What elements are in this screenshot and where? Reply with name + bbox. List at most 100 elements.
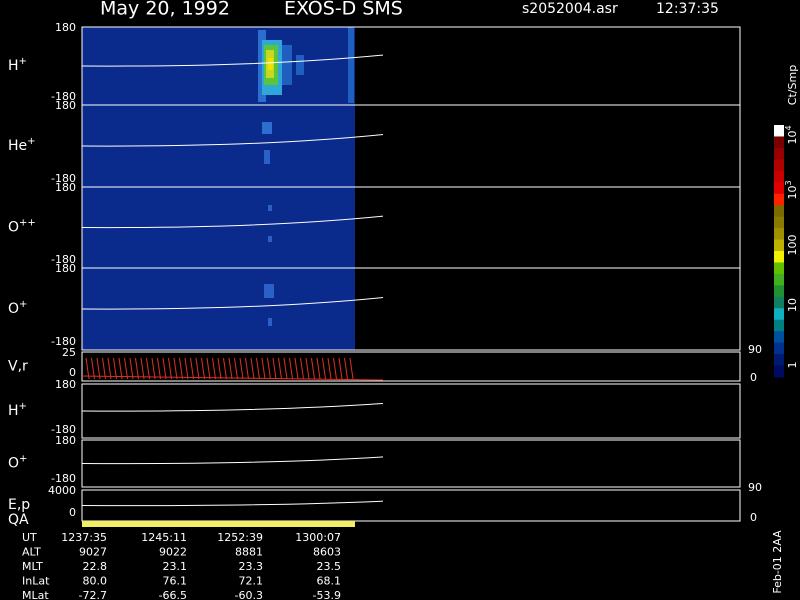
footer-value: 23.1: [163, 560, 188, 573]
label-text: H: [8, 403, 19, 419]
footer-value: 8603: [313, 546, 341, 559]
panel-label: O+: [8, 299, 27, 318]
y-bottom-label: -180: [51, 423, 76, 436]
velocity-tick: [146, 357, 150, 380]
velocity-tick: [267, 357, 271, 380]
label-charge: +: [19, 56, 27, 67]
trace-curve: [81, 54, 384, 67]
label-text: H: [8, 58, 19, 74]
time: 12:37:35: [656, 1, 719, 17]
panel-label: H+: [8, 56, 27, 75]
footer-value: 1300:07: [295, 531, 341, 544]
label-text: V,r: [8, 359, 28, 375]
trace-curve: [81, 215, 384, 229]
colorbar-label: 10: [786, 298, 799, 312]
velocity-tick: [239, 357, 244, 380]
velocity-tick: [245, 357, 249, 380]
velocity-line: [81, 375, 384, 381]
y-top-label: 25: [62, 346, 76, 359]
footer-value: -72.7: [79, 589, 107, 600]
velocity-tick: [261, 357, 266, 380]
colorbar-label: 100: [786, 235, 799, 256]
colorbar-cell: [774, 239, 784, 252]
footer-value: -53.9: [313, 589, 341, 600]
y-top-label: 180: [55, 21, 76, 34]
trace-curve: [81, 456, 384, 465]
velocity-tick: [333, 357, 337, 380]
y-top-label: 4000: [48, 484, 76, 497]
trace-curve: [81, 402, 384, 412]
label-text: E,p: [8, 497, 30, 513]
velocity-tick: [300, 357, 304, 380]
label-charge: +: [27, 136, 35, 147]
intensity-patch: [282, 45, 292, 85]
intensity-patch: [264, 284, 274, 298]
velocity-tick: [179, 357, 183, 380]
footer-value: 23.5: [317, 560, 342, 573]
panel-label: E,p: [8, 497, 30, 513]
velocity-tick: [283, 357, 288, 380]
intensity-patch: [348, 27, 354, 103]
footer-value: 76.1: [163, 575, 188, 588]
colorbar-cell: [774, 170, 784, 183]
footer-key: MLat: [22, 589, 49, 600]
velocity-tick: [322, 357, 326, 380]
velocity-tick: [107, 357, 112, 380]
velocity-tick: [157, 357, 161, 380]
label-charge: +: [19, 299, 27, 310]
velocity-tick: [256, 357, 260, 380]
colorbar-label: 104: [784, 125, 799, 144]
colorbar-base: 10: [786, 186, 799, 200]
velocity-tick: [217, 357, 222, 380]
y2-top-label: 90: [748, 343, 762, 356]
label-charge: +: [19, 453, 27, 464]
y-bottom-label: -180: [51, 172, 76, 185]
footer-value: 72.1: [239, 575, 264, 588]
y-bottom-label: 0: [69, 366, 76, 379]
colorbar-cell: [774, 205, 784, 218]
colorbar-cell: [774, 216, 784, 229]
y-bottom-label: -180: [51, 335, 76, 348]
velocity-tick: [311, 357, 315, 380]
footer-value: 8881: [235, 546, 263, 559]
colorbar-cell: [774, 136, 784, 149]
y-bottom-label: -180: [51, 253, 76, 266]
label-charge: +: [19, 401, 27, 412]
intensity-patch: [296, 55, 304, 75]
velocity-tick: [349, 357, 354, 380]
qa-bar: [82, 521, 355, 527]
footer-value: 9027: [79, 546, 107, 559]
velocity-tick: [228, 357, 233, 380]
intensity-patch: [268, 205, 272, 211]
footer-value: 23.3: [239, 560, 264, 573]
trace-curve: [81, 134, 384, 147]
velocity-tick: [206, 357, 211, 380]
colorbar-exp: 4: [784, 125, 793, 130]
y2-top-label: 90: [748, 481, 762, 494]
colorbar-cell: [774, 342, 784, 355]
panel-label: V,r: [8, 359, 28, 375]
velocity-tick: [168, 357, 172, 380]
colorbar-cell: [774, 365, 784, 378]
colorbar-cell: [774, 308, 784, 321]
trace-curve: [81, 500, 384, 507]
velocity-tick: [184, 357, 189, 380]
velocity-tick: [96, 357, 101, 380]
colorbar-label: 1: [786, 362, 799, 369]
footer-value: 80.0: [83, 575, 108, 588]
velocity-tick: [190, 357, 194, 380]
colorbar-base: 10: [786, 131, 799, 145]
velocity-tick: [102, 357, 106, 380]
footer-key: ALT: [22, 546, 41, 559]
footer-value: 22.8: [83, 560, 108, 573]
y2-bottom-label: 0: [750, 371, 757, 384]
velocity-tick: [289, 357, 293, 380]
velocity-tick: [118, 357, 123, 380]
velocity-tick: [85, 357, 90, 380]
colorbar-cell: [774, 125, 784, 137]
intensity-patch: [268, 58, 273, 70]
velocity-tick: [195, 357, 200, 380]
y-bottom-label: 0: [69, 506, 76, 519]
velocity-tick: [201, 357, 205, 380]
